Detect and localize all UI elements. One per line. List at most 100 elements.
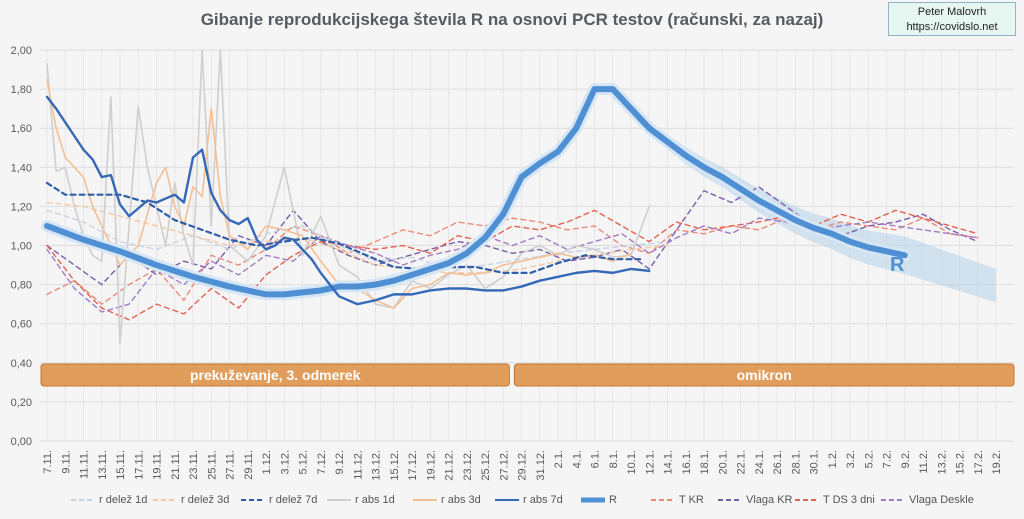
legend-label: r abs 7d — [523, 494, 563, 506]
period-band-label: omikron — [737, 367, 792, 383]
credit-author: Peter Malovrh — [917, 6, 987, 18]
x-tick-label: 23.11. — [188, 450, 200, 480]
x-tick-label: 2.1. — [553, 450, 565, 468]
x-tick-label: 17.11. — [133, 450, 145, 480]
x-tick-label: 5.2. — [863, 450, 875, 468]
x-tick-label: 29.11. — [243, 450, 255, 480]
x-tick-label: 13.2. — [936, 450, 948, 474]
x-tick-label: 11.2. — [918, 450, 930, 474]
y-tick-label: 2,00 — [11, 45, 32, 57]
x-tick-label: 13.11. — [97, 450, 109, 480]
legend-item: T KR — [650, 493, 704, 507]
y-tick-label: 1,80 — [11, 84, 32, 96]
x-tick-label: 19.11. — [152, 450, 164, 480]
x-tick-label: 13.12. — [371, 450, 383, 481]
x-tick-label: 7.11. — [42, 450, 54, 474]
y-tick-label: 1,60 — [11, 123, 32, 135]
legend-swatch — [795, 499, 819, 502]
x-tick-label: 21.11. — [170, 450, 182, 480]
x-tick-label: 1.12. — [261, 450, 273, 474]
legend: r delež 1d r delež 3d r delež 7d r abs 1d r … — [40, 493, 1020, 511]
x-tick-label: 24.1. — [754, 450, 766, 474]
x-tick-label: 3.2. — [845, 450, 857, 468]
legend-item: R — [580, 493, 617, 507]
legend-item: r delež 1d — [70, 493, 147, 507]
x-tick-label: 14.1. — [663, 450, 675, 474]
x-tick-label: 4.1. — [571, 450, 583, 468]
y-tick-label: 0,80 — [11, 280, 32, 292]
x-tick-label: 3.12. — [279, 450, 291, 474]
x-tick-label: 21.12. — [444, 450, 456, 481]
x-tick-label: 26.1. — [772, 450, 784, 474]
x-tick-label: 19.2. — [991, 450, 1003, 474]
x-tick-label: 11.11. — [79, 450, 91, 479]
x-tick-label: 23.12. — [462, 450, 474, 481]
legend-item: r abs 3d — [412, 493, 481, 507]
x-tick-label: 6.1. — [590, 450, 602, 468]
y-tick-label: 0,40 — [11, 358, 32, 370]
legend-label: r delež 7d — [269, 494, 318, 506]
credit-site: https://covidslo.net — [906, 21, 998, 33]
x-axis-ticks: 7.11. 9.11. 11.11. 13.11. 15.11. 17.11. 19.11.… — [42, 450, 1003, 481]
x-tick-label: 10.1. — [626, 450, 638, 474]
y-tick-label: 1,20 — [11, 201, 32, 213]
y-tick-label: 0,00 — [11, 436, 32, 448]
legend-item: r delež 3d — [152, 493, 229, 507]
legend-swatch — [718, 499, 742, 502]
x-tick-label: 12.1. — [644, 450, 656, 474]
legend-item: r abs 1d — [326, 493, 395, 507]
legend-swatch — [71, 499, 95, 502]
legend-item: T DS 3 dni — [794, 493, 875, 507]
x-tick-label: 9.11. — [60, 450, 72, 474]
legend-label: r delež 1d — [99, 494, 148, 506]
series-line-r-delež-3d — [46, 201, 669, 274]
y-tick-label: 0,20 — [11, 397, 32, 409]
series-line-t-ds-3-dni — [46, 209, 979, 321]
x-tick-label: 7.2. — [882, 450, 894, 468]
x-tick-label: 11.12. — [352, 450, 364, 480]
x-tick-label: 9.12. — [334, 450, 346, 474]
legend-label: Vlaga Deskle — [909, 494, 974, 506]
legend-swatch — [327, 499, 351, 502]
x-tick-label: 19.12. — [425, 450, 437, 481]
x-tick-label: 7.12. — [316, 450, 328, 474]
credit-box: Peter Malovrh https://covidslo.net — [888, 2, 1016, 36]
x-tick-label: 20.1. — [717, 450, 729, 474]
period-bands: prekuževanje, 3. odmerek omikron — [40, 363, 1015, 387]
legend-item: r abs 7d — [494, 493, 563, 507]
series-line-r-abs-7d — [45, 95, 651, 306]
x-tick-label: 22.1. — [736, 450, 748, 474]
x-tick-label: 8.1. — [608, 450, 620, 468]
x-tick-label: 31.12. — [535, 450, 547, 481]
x-tick-label: 16.1. — [681, 450, 693, 474]
x-tick-label: 25.12. — [480, 450, 492, 481]
period-band-label: prekuževanje, 3. odmerek — [190, 367, 361, 383]
chart-title: Gibanje reprodukcijskega števila R na os… — [200, 10, 824, 29]
series-line-r-delež-7d — [45, 181, 642, 274]
series-line-r-abs-1d — [46, 49, 651, 345]
series-line-r — [44, 86, 908, 298]
legend-label: r abs 3d — [441, 494, 481, 506]
legend-label: r delež 3d — [181, 494, 230, 506]
x-tick-label: 17.12. — [407, 450, 419, 481]
x-tick-label: 30.1. — [809, 450, 821, 474]
period-band — [513, 363, 1015, 387]
legend-swatch — [241, 499, 265, 502]
series-lines — [41, 49, 996, 345]
x-tick-label: 18.1. — [699, 450, 711, 474]
y-tick-label: 0,60 — [11, 319, 32, 331]
r-series-label: R — [890, 254, 905, 276]
period-band — [40, 363, 510, 387]
legend-item: Vlaga Deskle — [880, 493, 974, 507]
x-tick-label: 25.11. — [206, 450, 218, 480]
legend-label: R — [609, 494, 617, 506]
legend-swatch — [581, 497, 605, 503]
legend-label: Vlaga KR — [746, 494, 793, 506]
x-tick-label: 17.2. — [973, 450, 985, 474]
x-tick-label: 15.12. — [389, 450, 401, 481]
x-tick-label: 5.12. — [298, 450, 310, 474]
x-tick-label: 28.1. — [790, 450, 802, 474]
x-tick-label: 27.12. — [498, 450, 510, 481]
